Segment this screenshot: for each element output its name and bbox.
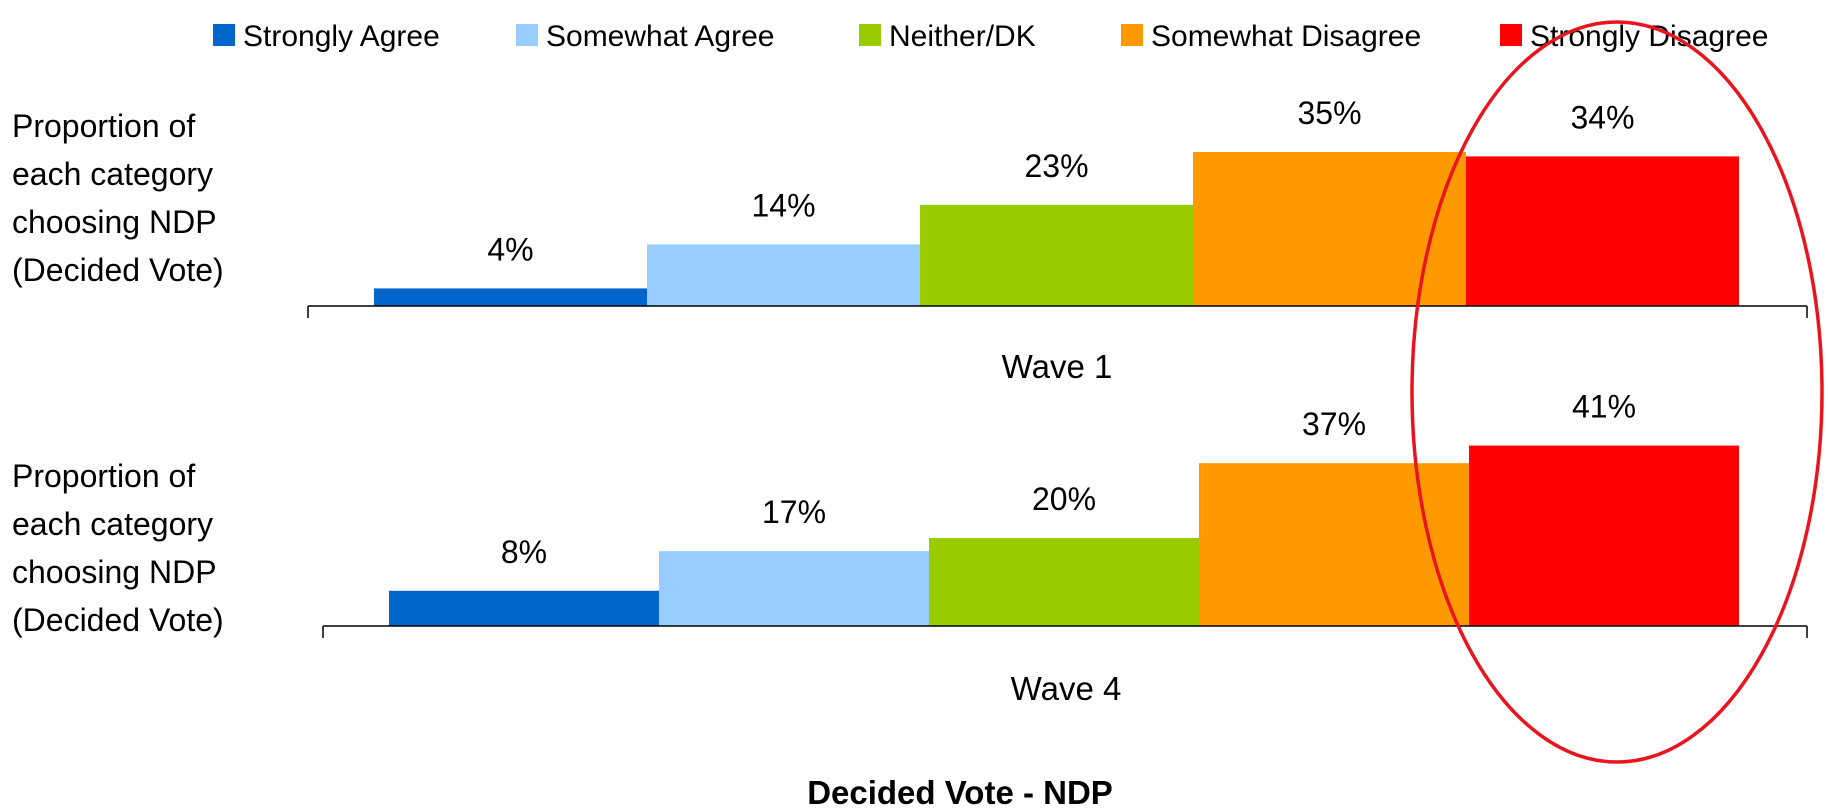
chart-title: Decided Vote - NDP — [807, 774, 1113, 809]
panel-1-ylabel-line: choosing NDP — [12, 204, 217, 240]
data-label-wave-1-somewhat-disagree: 35% — [1297, 95, 1361, 131]
legend-item-somewhat-agree: Somewhat Agree — [516, 20, 774, 53]
legend-item-strongly-disagree: Strongly Disagree — [1500, 20, 1768, 53]
legend-item-strongly-agree: Strongly Agree — [213, 20, 440, 53]
legend-label: Strongly Agree — [243, 20, 440, 53]
bar-wave-1-strongly-disagree — [1466, 156, 1739, 306]
bar-wave-4-strongly-disagree — [1469, 445, 1739, 626]
panel-2-ylabel: Proportion of each category choosing NDP (D… — [12, 458, 224, 638]
legend-label: Somewhat Agree — [546, 20, 774, 53]
legend-swatch — [516, 24, 538, 46]
panel-1-category-label: Wave 1 — [1002, 348, 1113, 385]
panel-2-category-label: Wave 4 — [1011, 670, 1122, 707]
bar-wave-4-somewhat-disagree — [1199, 463, 1469, 626]
panel-1-ylabel: Proportion of each category choosing NDP (D… — [12, 108, 224, 288]
panel-wave-4: Proportion of each category choosing NDP (D… — [12, 389, 1808, 707]
highlight-ellipse — [1410, 20, 1824, 764]
panel-2-ylabel-line: Proportion of — [12, 458, 195, 494]
legend-swatch — [1121, 24, 1143, 46]
legend: Strongly Agree Somewhat Agree Neither/DK So… — [213, 20, 1768, 53]
data-label-wave-4-somewhat-agree: 17% — [762, 494, 826, 530]
panel-wave-1: Proportion of each category choosing NDP (D… — [12, 95, 1808, 385]
legend-label: Somewhat Disagree — [1151, 20, 1421, 53]
data-label-wave-4-neither-dk: 20% — [1032, 481, 1096, 517]
data-label-wave-1-strongly-agree: 4% — [487, 231, 533, 267]
data-label-wave-1-strongly-disagree: 34% — [1570, 99, 1634, 135]
data-label-wave-1-somewhat-agree: 14% — [751, 187, 815, 223]
legend-item-somewhat-disagree: Somewhat Disagree — [1121, 20, 1421, 53]
data-label-wave-4-somewhat-disagree: 37% — [1302, 406, 1366, 442]
panel-1-ylabel-line: (Decided Vote) — [12, 252, 224, 288]
data-label-wave-4-strongly-disagree: 41% — [1572, 389, 1636, 425]
panel-1-ylabel-line: each category — [12, 156, 213, 192]
legend-swatch — [1500, 24, 1522, 46]
bar-wave-4-strongly-agree — [389, 590, 659, 626]
legend-swatch — [213, 24, 235, 46]
panel-2-ylabel-line: each category — [12, 506, 213, 542]
bar-wave-4-somewhat-agree — [659, 551, 929, 626]
bar-wave-1-somewhat-agree — [647, 244, 920, 306]
bar-wave-1-strongly-agree — [374, 288, 647, 306]
panel-1-data-labels: 4% 14% 23% 35% 34% — [487, 95, 1634, 267]
panel-1-ylabel-line: Proportion of — [12, 108, 195, 144]
panel-1-bars — [374, 152, 1739, 306]
bar-wave-1-somewhat-disagree — [1193, 152, 1466, 306]
legend-swatch — [859, 24, 881, 46]
legend-item-neither-dk: Neither/DK — [859, 20, 1036, 53]
panel-2-data-labels: 8% 17% 20% 37% 41% — [501, 389, 1636, 570]
data-label-wave-1-neither-dk: 23% — [1024, 148, 1088, 184]
legend-label: Neither/DK — [889, 20, 1036, 53]
panel-2-ylabel-line: (Decided Vote) — [12, 602, 224, 638]
bar-wave-4-neither-dk — [929, 538, 1199, 626]
bar-wave-1-neither-dk — [920, 204, 1193, 306]
panel-2-bars — [389, 445, 1739, 626]
panel-2-ylabel-line: choosing NDP — [12, 554, 217, 590]
data-label-wave-4-strongly-agree: 8% — [501, 534, 547, 570]
